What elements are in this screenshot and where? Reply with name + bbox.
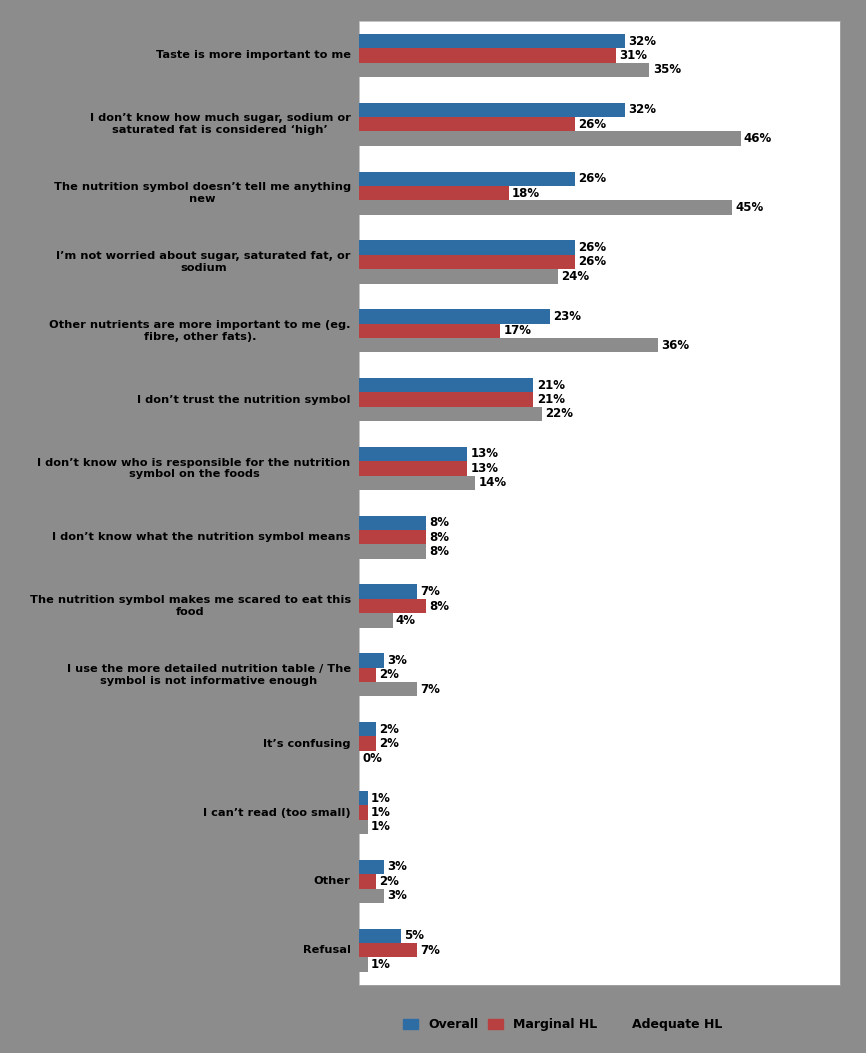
Bar — [359, 34, 624, 48]
Text: 8%: 8% — [429, 599, 449, 613]
Text: 1%: 1% — [371, 958, 391, 971]
Bar — [359, 103, 624, 117]
Bar — [359, 310, 550, 323]
Text: 21%: 21% — [537, 393, 565, 406]
Bar — [359, 544, 426, 559]
Bar — [359, 791, 368, 806]
Text: The nutrition symbol doesn’t tell me anything
new: The nutrition symbol doesn’t tell me any… — [54, 182, 351, 204]
Text: 32%: 32% — [628, 103, 656, 117]
Text: Other nutrients are more important to me (eg.
fibre, other fats).: Other nutrients are more important to me… — [49, 320, 351, 341]
Text: 24%: 24% — [561, 270, 590, 283]
Bar — [359, 240, 575, 255]
Text: 23%: 23% — [553, 310, 581, 323]
Text: 46%: 46% — [744, 133, 772, 145]
Text: 26%: 26% — [578, 256, 606, 269]
Bar — [359, 446, 467, 461]
Bar — [359, 859, 385, 874]
Bar — [359, 516, 426, 530]
Bar — [359, 889, 385, 902]
Text: 13%: 13% — [470, 462, 499, 475]
Text: 3%: 3% — [388, 654, 407, 667]
Bar — [359, 736, 376, 751]
Bar — [359, 270, 559, 283]
Text: 26%: 26% — [578, 118, 606, 131]
Bar — [359, 653, 385, 668]
Text: I don’t know how much sugar, sodium or
saturated fat is considered ‘high’: I don’t know how much sugar, sodium or s… — [90, 114, 351, 135]
Text: 17%: 17% — [503, 324, 532, 337]
Text: 22%: 22% — [545, 408, 573, 420]
Text: 32%: 32% — [628, 35, 656, 47]
Text: 7%: 7% — [421, 585, 441, 598]
Text: 26%: 26% — [578, 241, 606, 254]
Text: 0%: 0% — [363, 752, 383, 764]
Text: I don’t know who is responsible for the nutrition
symbol on the foods: I don’t know who is responsible for the … — [37, 458, 351, 479]
Text: 8%: 8% — [429, 545, 449, 558]
Text: 1%: 1% — [371, 792, 391, 804]
Text: 2%: 2% — [379, 737, 399, 750]
Text: 4%: 4% — [396, 614, 416, 627]
Text: 18%: 18% — [512, 186, 540, 200]
Bar — [359, 806, 368, 819]
Text: 1%: 1% — [371, 820, 391, 833]
Bar — [359, 132, 740, 146]
Text: 36%: 36% — [661, 339, 689, 352]
Bar — [359, 338, 657, 353]
Text: I don’t trust the nutrition symbol: I don’t trust the nutrition symbol — [137, 395, 351, 404]
Text: 3%: 3% — [388, 889, 407, 902]
Text: 2%: 2% — [379, 875, 399, 888]
Text: 45%: 45% — [735, 201, 764, 214]
Text: Other: Other — [313, 876, 351, 887]
Text: 8%: 8% — [429, 531, 449, 543]
Bar — [359, 200, 733, 215]
Bar — [359, 819, 368, 834]
Text: I can’t read (too small): I can’t read (too small) — [204, 808, 351, 817]
Text: I don’t know what the nutrition symbol means: I don’t know what the nutrition symbol m… — [52, 532, 351, 542]
Text: It’s confusing: It’s confusing — [263, 739, 351, 749]
Text: I use the more detailed nutrition table / The
symbol is not informative enough: I use the more detailed nutrition table … — [67, 664, 351, 686]
Text: 14%: 14% — [479, 476, 507, 490]
Bar — [359, 323, 501, 338]
Text: The nutrition symbol makes me scared to eat this
food: The nutrition symbol makes me scared to … — [29, 595, 351, 617]
Bar — [359, 722, 376, 736]
Bar — [359, 584, 417, 599]
Bar — [359, 942, 417, 957]
Bar — [359, 668, 376, 682]
Bar — [359, 393, 533, 406]
Text: Taste is more important to me: Taste is more important to me — [156, 51, 351, 60]
Bar — [359, 406, 542, 421]
Text: 21%: 21% — [537, 379, 565, 392]
Text: Refusal: Refusal — [303, 946, 351, 955]
Bar — [359, 63, 650, 77]
Text: 2%: 2% — [379, 722, 399, 736]
Bar — [359, 186, 508, 200]
Legend: Overall, Marginal HL, Adequate HL: Overall, Marginal HL, Adequate HL — [398, 1013, 727, 1036]
Text: 13%: 13% — [470, 448, 499, 460]
Bar — [359, 929, 401, 942]
Bar — [359, 378, 533, 393]
Text: 31%: 31% — [619, 49, 648, 62]
Bar — [359, 957, 368, 972]
Bar — [359, 172, 575, 186]
Bar — [359, 599, 426, 613]
Bar — [359, 613, 392, 628]
Bar — [359, 117, 575, 132]
Bar — [359, 476, 475, 490]
Text: 7%: 7% — [421, 682, 441, 696]
Text: 35%: 35% — [653, 63, 681, 77]
Text: 26%: 26% — [578, 173, 606, 185]
Text: I’m not worried about sugar, saturated fat, or
sodium: I’m not worried about sugar, saturated f… — [56, 251, 351, 273]
Text: 7%: 7% — [421, 943, 441, 956]
Bar — [359, 48, 617, 63]
Text: 8%: 8% — [429, 516, 449, 530]
Bar — [359, 682, 417, 696]
Text: 3%: 3% — [388, 860, 407, 873]
Bar — [359, 530, 426, 544]
Text: 5%: 5% — [404, 929, 424, 942]
Text: 2%: 2% — [379, 669, 399, 681]
Bar — [359, 874, 376, 889]
Bar — [359, 461, 467, 476]
Bar — [359, 255, 575, 270]
Text: 1%: 1% — [371, 806, 391, 819]
